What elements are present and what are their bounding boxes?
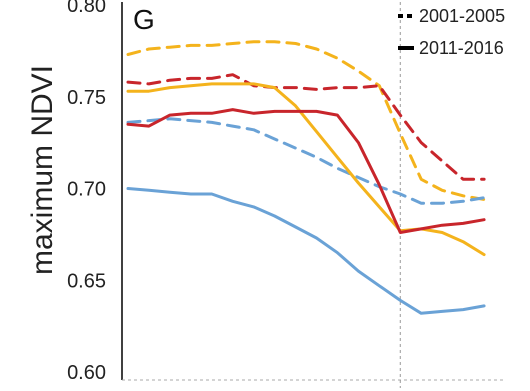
y-tick-label: 0.80: [67, 0, 106, 17]
panel-label: G: [133, 4, 155, 35]
y-axis-label: maximum NDVI: [26, 65, 59, 275]
y-tick-label: 0.60: [67, 362, 106, 384]
series-line-dashed-1: [126, 73, 486, 181]
series-line-solid-3: [126, 82, 486, 257]
series-line-solid-5: [126, 187, 486, 315]
legend-label-2011-2016: 2011-2016: [419, 38, 504, 58]
y-tick-label: 0.65: [67, 270, 106, 292]
y-tick-label: 0.70: [67, 179, 106, 201]
series-layer: [126, 40, 486, 315]
y-tick-label: 0.75: [67, 87, 106, 109]
series-line-dashed-0: [126, 40, 486, 201]
series-line-solid-4: [126, 108, 486, 234]
series-line-dashed-2: [126, 117, 486, 205]
legend: 2001-2005 2011-2016: [398, 6, 505, 58]
legend-label-2001-2005: 2001-2005: [419, 6, 505, 26]
y-tick-layer: 0.60 0.65 0.70 0.75 0.80: [67, 0, 106, 384]
